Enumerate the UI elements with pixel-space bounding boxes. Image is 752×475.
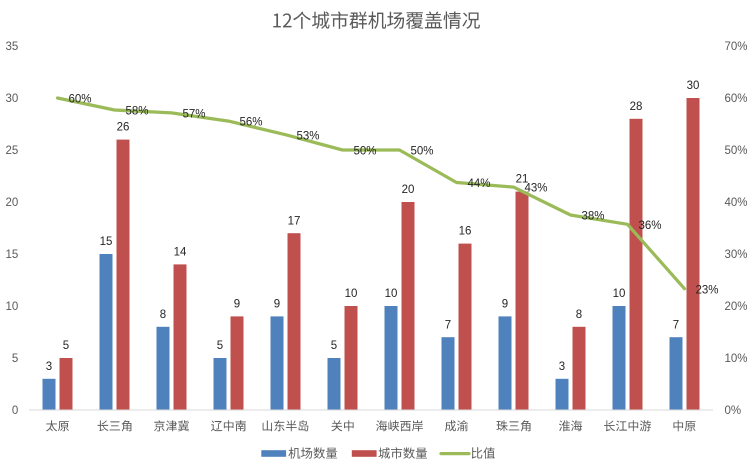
svg-text:53%: 53%: [297, 130, 320, 142]
svg-text:8: 8: [576, 309, 582, 321]
svg-text:35: 35: [6, 41, 19, 53]
svg-text:10: 10: [345, 288, 358, 300]
svg-text:15: 15: [6, 249, 19, 261]
svg-text:10%: 10%: [725, 353, 748, 365]
svg-text:23%: 23%: [696, 284, 719, 296]
svg-text:20: 20: [402, 184, 415, 196]
svg-text:5: 5: [12, 353, 18, 365]
svg-text:50%: 50%: [354, 146, 377, 158]
svg-text:3: 3: [559, 361, 565, 373]
svg-text:44%: 44%: [468, 178, 491, 190]
svg-text:56%: 56%: [240, 117, 263, 129]
svg-text:7: 7: [445, 319, 451, 331]
svg-text:3: 3: [46, 361, 52, 373]
svg-text:25: 25: [6, 145, 19, 157]
svg-text:0: 0: [12, 405, 18, 417]
svg-text:60%: 60%: [725, 93, 748, 105]
svg-text:9: 9: [274, 299, 280, 311]
svg-text:36%: 36%: [639, 220, 662, 232]
svg-text:38%: 38%: [582, 211, 605, 223]
svg-text:7: 7: [673, 319, 679, 331]
svg-text:5: 5: [331, 340, 337, 352]
svg-text:10: 10: [6, 301, 19, 313]
svg-text:10: 10: [385, 288, 398, 300]
svg-text:21: 21: [516, 174, 529, 186]
svg-text:20%: 20%: [725, 301, 748, 313]
svg-text:50%: 50%: [725, 145, 748, 157]
svg-text:17: 17: [288, 215, 301, 227]
svg-text:43%: 43%: [525, 183, 548, 195]
svg-text:58%: 58%: [126, 106, 149, 118]
svg-text:14: 14: [174, 247, 187, 259]
svg-text:9: 9: [234, 299, 240, 311]
svg-text:5: 5: [217, 340, 223, 352]
svg-text:30: 30: [687, 80, 700, 92]
svg-text:26: 26: [117, 122, 130, 134]
svg-text:15: 15: [100, 236, 113, 248]
svg-text:10: 10: [613, 288, 626, 300]
svg-text:5: 5: [63, 340, 69, 352]
svg-text:60%: 60%: [69, 94, 92, 106]
svg-text:30: 30: [6, 93, 19, 105]
svg-text:30%: 30%: [725, 249, 748, 261]
svg-text:28: 28: [630, 101, 643, 113]
svg-text:20: 20: [6, 197, 19, 209]
svg-text:50%: 50%: [411, 146, 434, 158]
svg-text:8: 8: [160, 309, 166, 321]
svg-text:57%: 57%: [183, 109, 206, 121]
svg-text:40%: 40%: [725, 197, 748, 209]
svg-text:0%: 0%: [725, 405, 742, 417]
svg-text:9: 9: [502, 299, 508, 311]
svg-text:70%: 70%: [725, 41, 748, 53]
svg-text:16: 16: [459, 226, 472, 238]
